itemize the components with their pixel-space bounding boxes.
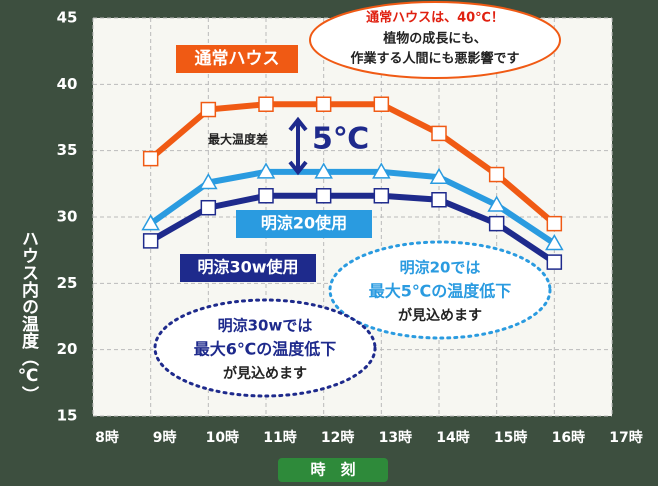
series-line (148, 101, 557, 226)
marker (373, 188, 390, 204)
marker (200, 199, 217, 216)
marker (372, 162, 391, 179)
y-tick-label: 15 (57, 407, 78, 425)
x-tick-label: 17時 (609, 429, 642, 446)
legend-box (176, 45, 298, 73)
legend-box (180, 254, 316, 282)
legend-label: 通常ハウス (195, 48, 280, 69)
callout-text: 最大5℃の温度低下 (369, 282, 512, 301)
marker (487, 195, 506, 212)
legend-label: 明涼20使用 (261, 214, 347, 233)
callout-text: 最大6℃の温度低下 (194, 340, 337, 359)
x-tick-label: 9時 (153, 429, 177, 446)
x-axis-label-box (278, 458, 388, 482)
marker (258, 188, 274, 204)
marker (142, 150, 159, 167)
callout-text: 明涼30wでは (218, 317, 313, 335)
x-tick-label: 15時 (494, 429, 527, 446)
marker (314, 162, 333, 179)
x-tick-label: 13時 (379, 429, 412, 446)
x-tick-label: 14時 (436, 429, 469, 446)
arrow (288, 116, 308, 176)
callout-text: 通常ハウスは、40℃！ (366, 10, 504, 26)
marker (142, 233, 159, 249)
marker (199, 172, 218, 190)
marker (373, 96, 390, 112)
marker (431, 192, 447, 208)
marker (315, 188, 332, 204)
y-tick-label: 45 (57, 9, 78, 27)
x-tick-label: 8時 (95, 429, 119, 446)
x-tick-label: 12時 (321, 429, 354, 446)
x-tick-label: 10時 (206, 429, 239, 446)
callout (153, 298, 377, 398)
legend-box (236, 210, 372, 238)
x-tick-label: 11時 (263, 429, 296, 446)
marker (545, 234, 564, 251)
marker (429, 167, 449, 184)
callout-text: 作業する人間にも悪影響です (350, 51, 519, 67)
callout (328, 240, 552, 340)
y-tick-label: 40 (57, 75, 78, 93)
callout (309, 1, 561, 79)
marker (546, 254, 563, 270)
series-line (149, 192, 556, 265)
marker (200, 101, 217, 118)
marker (488, 166, 505, 183)
marker (546, 215, 563, 232)
marker (431, 125, 447, 142)
marker (258, 96, 274, 112)
marker (141, 214, 160, 231)
callout-text: が見込めます (398, 307, 482, 324)
y-tick-label: 25 (57, 274, 78, 292)
callout-text: 植物の成長にも、 (382, 31, 487, 47)
x-axis-label: 時 刻 (310, 461, 355, 479)
callout-text: 明涼20では (400, 259, 481, 277)
marker (256, 162, 276, 179)
callout-text: が見込めます (223, 365, 307, 382)
y-tick-label: 35 (57, 141, 78, 159)
legend-label: 明涼30w使用 (197, 258, 298, 277)
marker (488, 215, 505, 232)
series-line (148, 168, 556, 247)
x-tick-label: 16時 (552, 429, 585, 446)
annotation: 5℃ (312, 122, 369, 157)
y-tick-label: 20 (57, 340, 78, 358)
marker (315, 96, 332, 112)
y-tick-label: 30 (57, 208, 78, 226)
y-axis-label: ハウス内の温度（℃） (18, 230, 39, 403)
annotation: 最大温度差 (208, 132, 268, 147)
